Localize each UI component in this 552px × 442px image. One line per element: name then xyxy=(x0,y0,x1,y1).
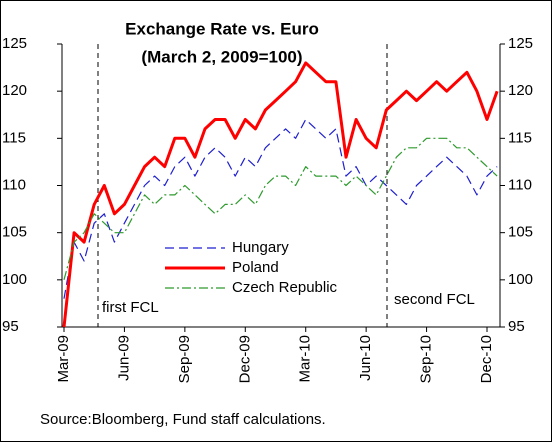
series-line xyxy=(63,137,498,280)
x-tick-label: Mar-10 xyxy=(297,335,314,383)
legend-label: Hungary xyxy=(232,239,289,256)
x-tick-label: Jun-10 xyxy=(357,335,374,381)
chart-subtitle: (March 2, 2009=100) xyxy=(141,47,302,66)
annotation: first FCL xyxy=(102,299,159,316)
y-tick-label: 95 xyxy=(2,318,19,335)
legend-box xyxy=(148,232,362,296)
y2-tick-label: 95 xyxy=(508,318,525,335)
x-tick-label: Sep-10 xyxy=(418,335,435,383)
x-tick-label: Sep-09 xyxy=(176,335,193,383)
chart-title: Exchange Rate vs. Euro xyxy=(125,19,319,38)
annotation: second FCL xyxy=(394,291,475,308)
y2-tick-label: 120 xyxy=(508,82,533,99)
legend-label: Czech Republic xyxy=(232,279,338,296)
y2-tick-label: 100 xyxy=(508,271,533,288)
y-tick-label: 115 xyxy=(2,129,26,146)
y-tick-label: 105 xyxy=(2,224,27,241)
y2-tick-label: 125 xyxy=(508,35,533,52)
x-tick-label: Dec-09 xyxy=(236,335,253,383)
y-tick-label: 125 xyxy=(2,35,27,52)
legend-label: Poland xyxy=(232,259,279,276)
y2-tick-label: 110 xyxy=(508,176,532,193)
y2-tick-label: 115 xyxy=(508,129,532,146)
y-tick-label: 120 xyxy=(2,82,27,99)
y-tick-label: 100 xyxy=(2,271,27,288)
y-tick-label: 110 xyxy=(2,176,26,193)
series-line xyxy=(62,61,499,328)
source: Source:Bloomberg, Fund staff calculation… xyxy=(40,411,326,428)
y2-tick-label: 105 xyxy=(508,224,533,241)
x-tick-label: Dec-10 xyxy=(478,335,495,383)
x-tick-label: Mar-09 xyxy=(55,335,72,383)
x-tick-label: Jun-09 xyxy=(115,335,132,381)
